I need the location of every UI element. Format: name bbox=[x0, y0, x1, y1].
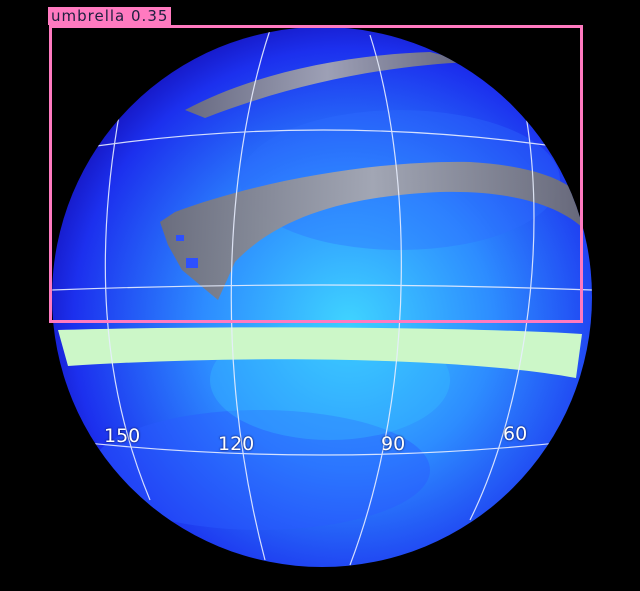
detection-label: umbrella 0.35 bbox=[48, 7, 172, 25]
longitude-label-60: 60 bbox=[503, 423, 528, 445]
longitude-label-120: 120 bbox=[218, 433, 255, 455]
pale-band bbox=[58, 327, 582, 378]
imagery-strip-main bbox=[160, 161, 585, 300]
longitude-label-150: 150 bbox=[104, 425, 141, 447]
longitude-label-90: 90 bbox=[381, 433, 406, 455]
graticule bbox=[52, 29, 592, 566]
detection-box bbox=[49, 25, 583, 323]
imagery-strip-top bbox=[185, 52, 470, 118]
globe-surface bbox=[52, 29, 592, 566]
